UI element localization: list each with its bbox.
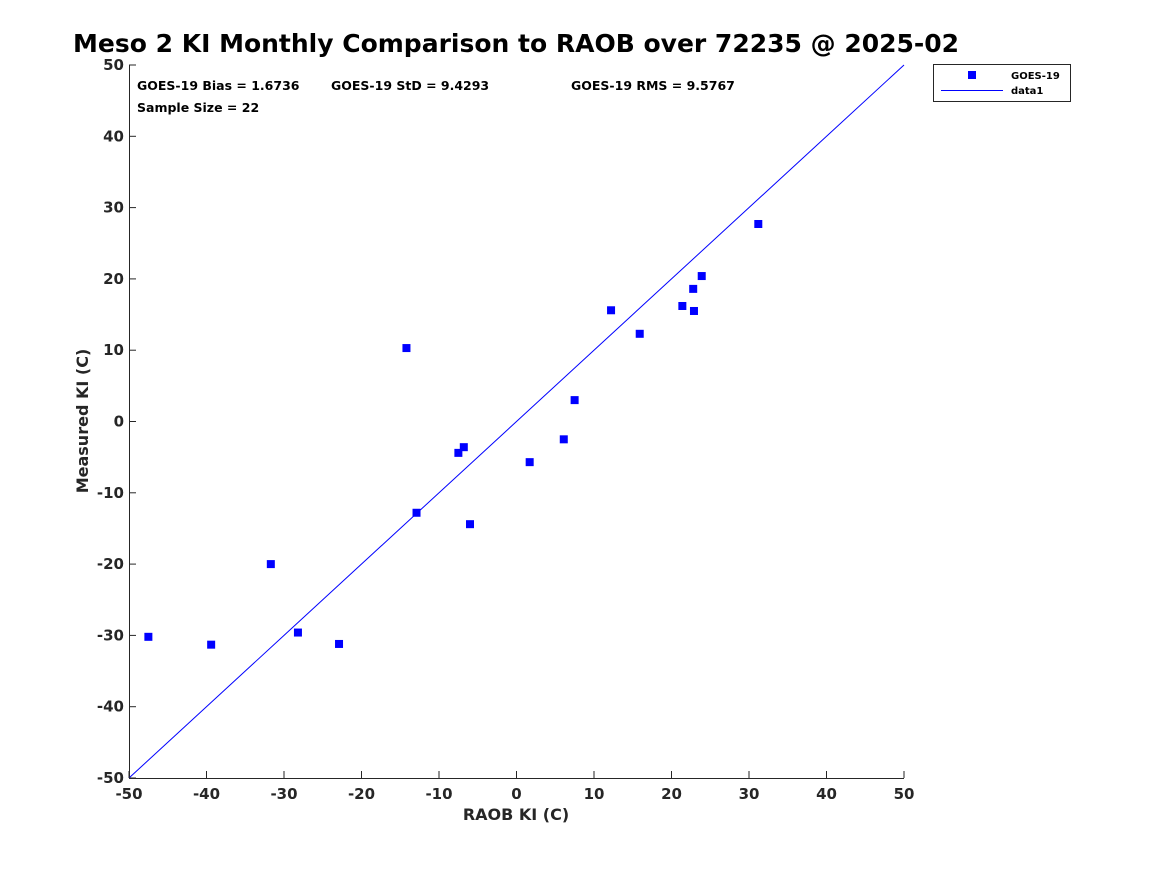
- legend-label-goes19: GOES-19: [1011, 71, 1060, 82]
- data-point-goes19: [697, 272, 706, 281]
- data-point-goes19: [466, 520, 474, 529]
- y-tick-label: -50: [97, 769, 124, 787]
- y-tick-label: -20: [97, 555, 124, 573]
- plot-area: -50 -40 -30 -20 -10 0 10 20 30 40 50 50 40 30 20 10 0 -1…: [97, 56, 915, 803]
- data-point-goes19: [570, 396, 579, 405]
- data-point-goes19: [559, 435, 568, 444]
- x-tick-label: -30: [270, 785, 297, 803]
- y-tick-label: 40: [103, 127, 124, 145]
- data-point-goes19: [412, 508, 421, 517]
- data-point-goes19: [293, 628, 302, 637]
- y-tick-label: -40: [97, 698, 124, 716]
- series-line-data1: [128, 64, 905, 779]
- legend: GOES-19 data1: [933, 64, 1071, 102]
- bias-annotation: GOES-19 Bias = 1.6736: [137, 78, 300, 93]
- x-tick-label: 10: [584, 785, 605, 803]
- data-point-goes19: [335, 639, 344, 648]
- y-ticks: 50 40 30 20 10 0 -10 -20 -30 -40 -50: [97, 56, 136, 787]
- data-point-goes19: [635, 329, 644, 338]
- data-point-goes19: [689, 284, 698, 293]
- x-ticks: -50 -40 -30 -20 -10 0 10 20 30 40 50: [115, 771, 914, 803]
- y-tick-label: 30: [103, 199, 124, 217]
- y-tick-label: 10: [103, 341, 124, 359]
- legend-marker-goes19: [968, 71, 976, 79]
- chart-title: Meso 2 KI Monthly Comparison to RAOB ove…: [73, 29, 959, 58]
- points-layer: [144, 219, 763, 649]
- data-point-goes19: [454, 448, 463, 457]
- data-point-goes19: [459, 443, 468, 452]
- data-point-goes19: [266, 560, 275, 569]
- x-tick-label: -50: [115, 785, 142, 803]
- rms-annotation: GOES-19 RMS = 9.5767: [571, 78, 735, 93]
- y-tick-label: 50: [103, 56, 124, 74]
- std-annotation: GOES-19 StD = 9.4293: [331, 78, 489, 93]
- x-tick-label: -10: [425, 785, 452, 803]
- data-point-goes19: [754, 219, 763, 228]
- data-point-goes19: [607, 306, 616, 315]
- x-tick-label: 20: [661, 785, 682, 803]
- reference-line-layer: [128, 64, 905, 779]
- x-tick-label: -20: [348, 785, 375, 803]
- y-tick-label: -30: [97, 626, 124, 644]
- data-point-goes19: [402, 344, 411, 353]
- data-point-goes19: [144, 632, 153, 641]
- x-axis-label: RAOB KI (C): [463, 805, 569, 824]
- sample-size-annotation: Sample Size = 22: [137, 100, 259, 115]
- legend-label-data1: data1: [1011, 86, 1043, 97]
- data-point-goes19: [678, 301, 687, 310]
- data-point-goes19: [689, 306, 698, 315]
- data-point-goes19: [525, 458, 534, 467]
- x-tick-label: 30: [739, 785, 760, 803]
- legend-box: [933, 64, 1071, 102]
- y-axis-label: Measured KI (C): [73, 349, 92, 494]
- x-tick-label: 0: [511, 785, 521, 803]
- y-tick-label: -10: [97, 484, 124, 502]
- x-tick-label: 50: [894, 785, 915, 803]
- y-tick-label: 0: [114, 413, 124, 431]
- data-point-goes19: [207, 640, 216, 649]
- y-tick-label: 20: [103, 270, 124, 288]
- x-tick-label: -40: [193, 785, 220, 803]
- x-tick-label: 40: [816, 785, 837, 803]
